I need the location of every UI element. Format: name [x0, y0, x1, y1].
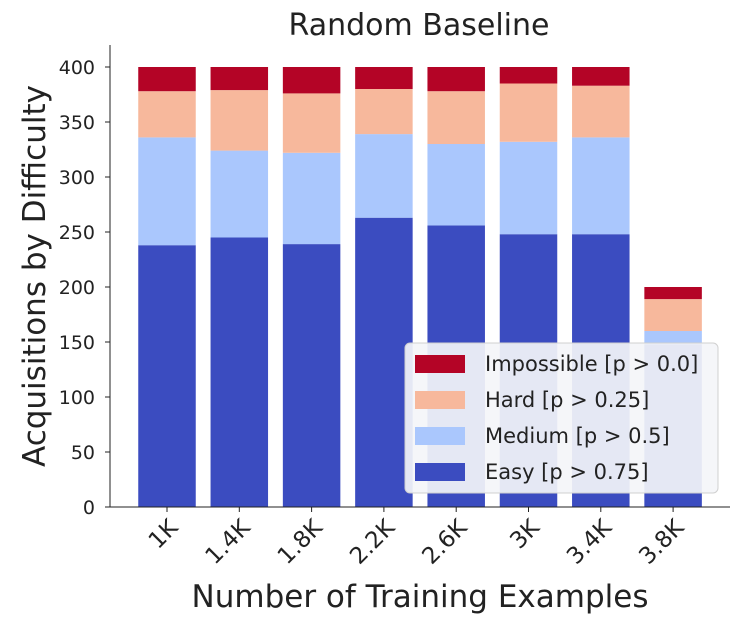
bar-1K-series-3 — [138, 67, 196, 92]
x-tick-label: 2.2K — [345, 514, 401, 570]
bar-2.2K-series-2 — [355, 89, 413, 135]
y-tick-label: 50 — [71, 442, 95, 464]
bar-3.4K-series-1 — [572, 137, 630, 235]
legend-label: Hard [p > 0.25] — [485, 388, 649, 412]
x-tick-label: 3.8K — [634, 514, 690, 570]
x-tick-label: 3.4K — [562, 514, 618, 570]
bar-3K-series-1 — [499, 141, 558, 235]
x-tick-label: 2.6K — [418, 514, 474, 570]
bar-2.6K-series-3 — [427, 67, 485, 92]
bar-3K-series-2 — [499, 83, 558, 142]
bar-1.8K-series-2 — [282, 93, 341, 153]
legend-swatch — [415, 427, 465, 445]
bar-2.2K-series-3 — [355, 67, 413, 89]
y-tick-label: 400 — [59, 57, 95, 79]
x-tick-label: 1K — [144, 514, 184, 554]
y-axis-label: Acquisitions by Difficulty — [17, 85, 53, 467]
legend-swatch — [415, 355, 465, 373]
legend-label: Medium [p > 0.5] — [485, 424, 670, 448]
bar-1.4K-series-0 — [210, 237, 269, 507]
chart-title: Random Baseline — [289, 8, 550, 43]
y-tick-label: 200 — [59, 277, 95, 299]
y-tick-label: 150 — [59, 332, 95, 354]
bar-1.4K-series-3 — [210, 67, 269, 91]
bar-1.4K-series-2 — [210, 90, 269, 151]
legend-box — [404, 342, 719, 494]
x-tick-label: 3K — [505, 514, 545, 554]
bar-1.8K-series-1 — [282, 152, 341, 245]
x-axis-label: Number of Training Examples — [192, 579, 649, 615]
x-tick-label: 1.8K — [273, 514, 329, 570]
legend-label: Easy [p > 0.75] — [485, 460, 649, 484]
x-tick-label: 1.4K — [201, 514, 257, 570]
bar-1.8K-series-0 — [282, 244, 341, 507]
bar-2.2K-series-1 — [355, 134, 413, 218]
bar-2.6K-series-2 — [427, 91, 485, 144]
bar-3.8K-series-3 — [644, 287, 702, 300]
y-tick-label: 250 — [59, 222, 95, 244]
bar-1K-series-2 — [138, 91, 196, 138]
bar-3.4K-series-2 — [572, 85, 630, 138]
y-tick-label: 100 — [59, 387, 95, 409]
y-tick-label: 350 — [59, 112, 95, 134]
legend-swatch — [415, 463, 465, 481]
y-tick-label: 300 — [59, 167, 95, 189]
bar-3K-series-3 — [499, 67, 558, 84]
bar-3.4K-series-3 — [572, 67, 630, 86]
bar-3.8K-series-1 — [644, 331, 702, 345]
bar-2.2K-series-0 — [355, 217, 413, 507]
legend-label: Impossible [p > 0.0] — [485, 352, 698, 376]
y-tick-label: 0 — [83, 497, 95, 519]
bar-3.8K-series-2 — [644, 299, 702, 331]
bar-1K-series-0 — [138, 245, 196, 507]
bar-1K-series-1 — [138, 137, 196, 246]
legend-swatch — [415, 391, 465, 409]
legend: Impossible [p > 0.0] Hard [p > 0.25] Mediu… — [404, 342, 719, 494]
bar-1.4K-series-1 — [210, 150, 269, 238]
bar-2.6K-series-1 — [427, 144, 485, 226]
bar-1.8K-series-3 — [282, 67, 341, 94]
